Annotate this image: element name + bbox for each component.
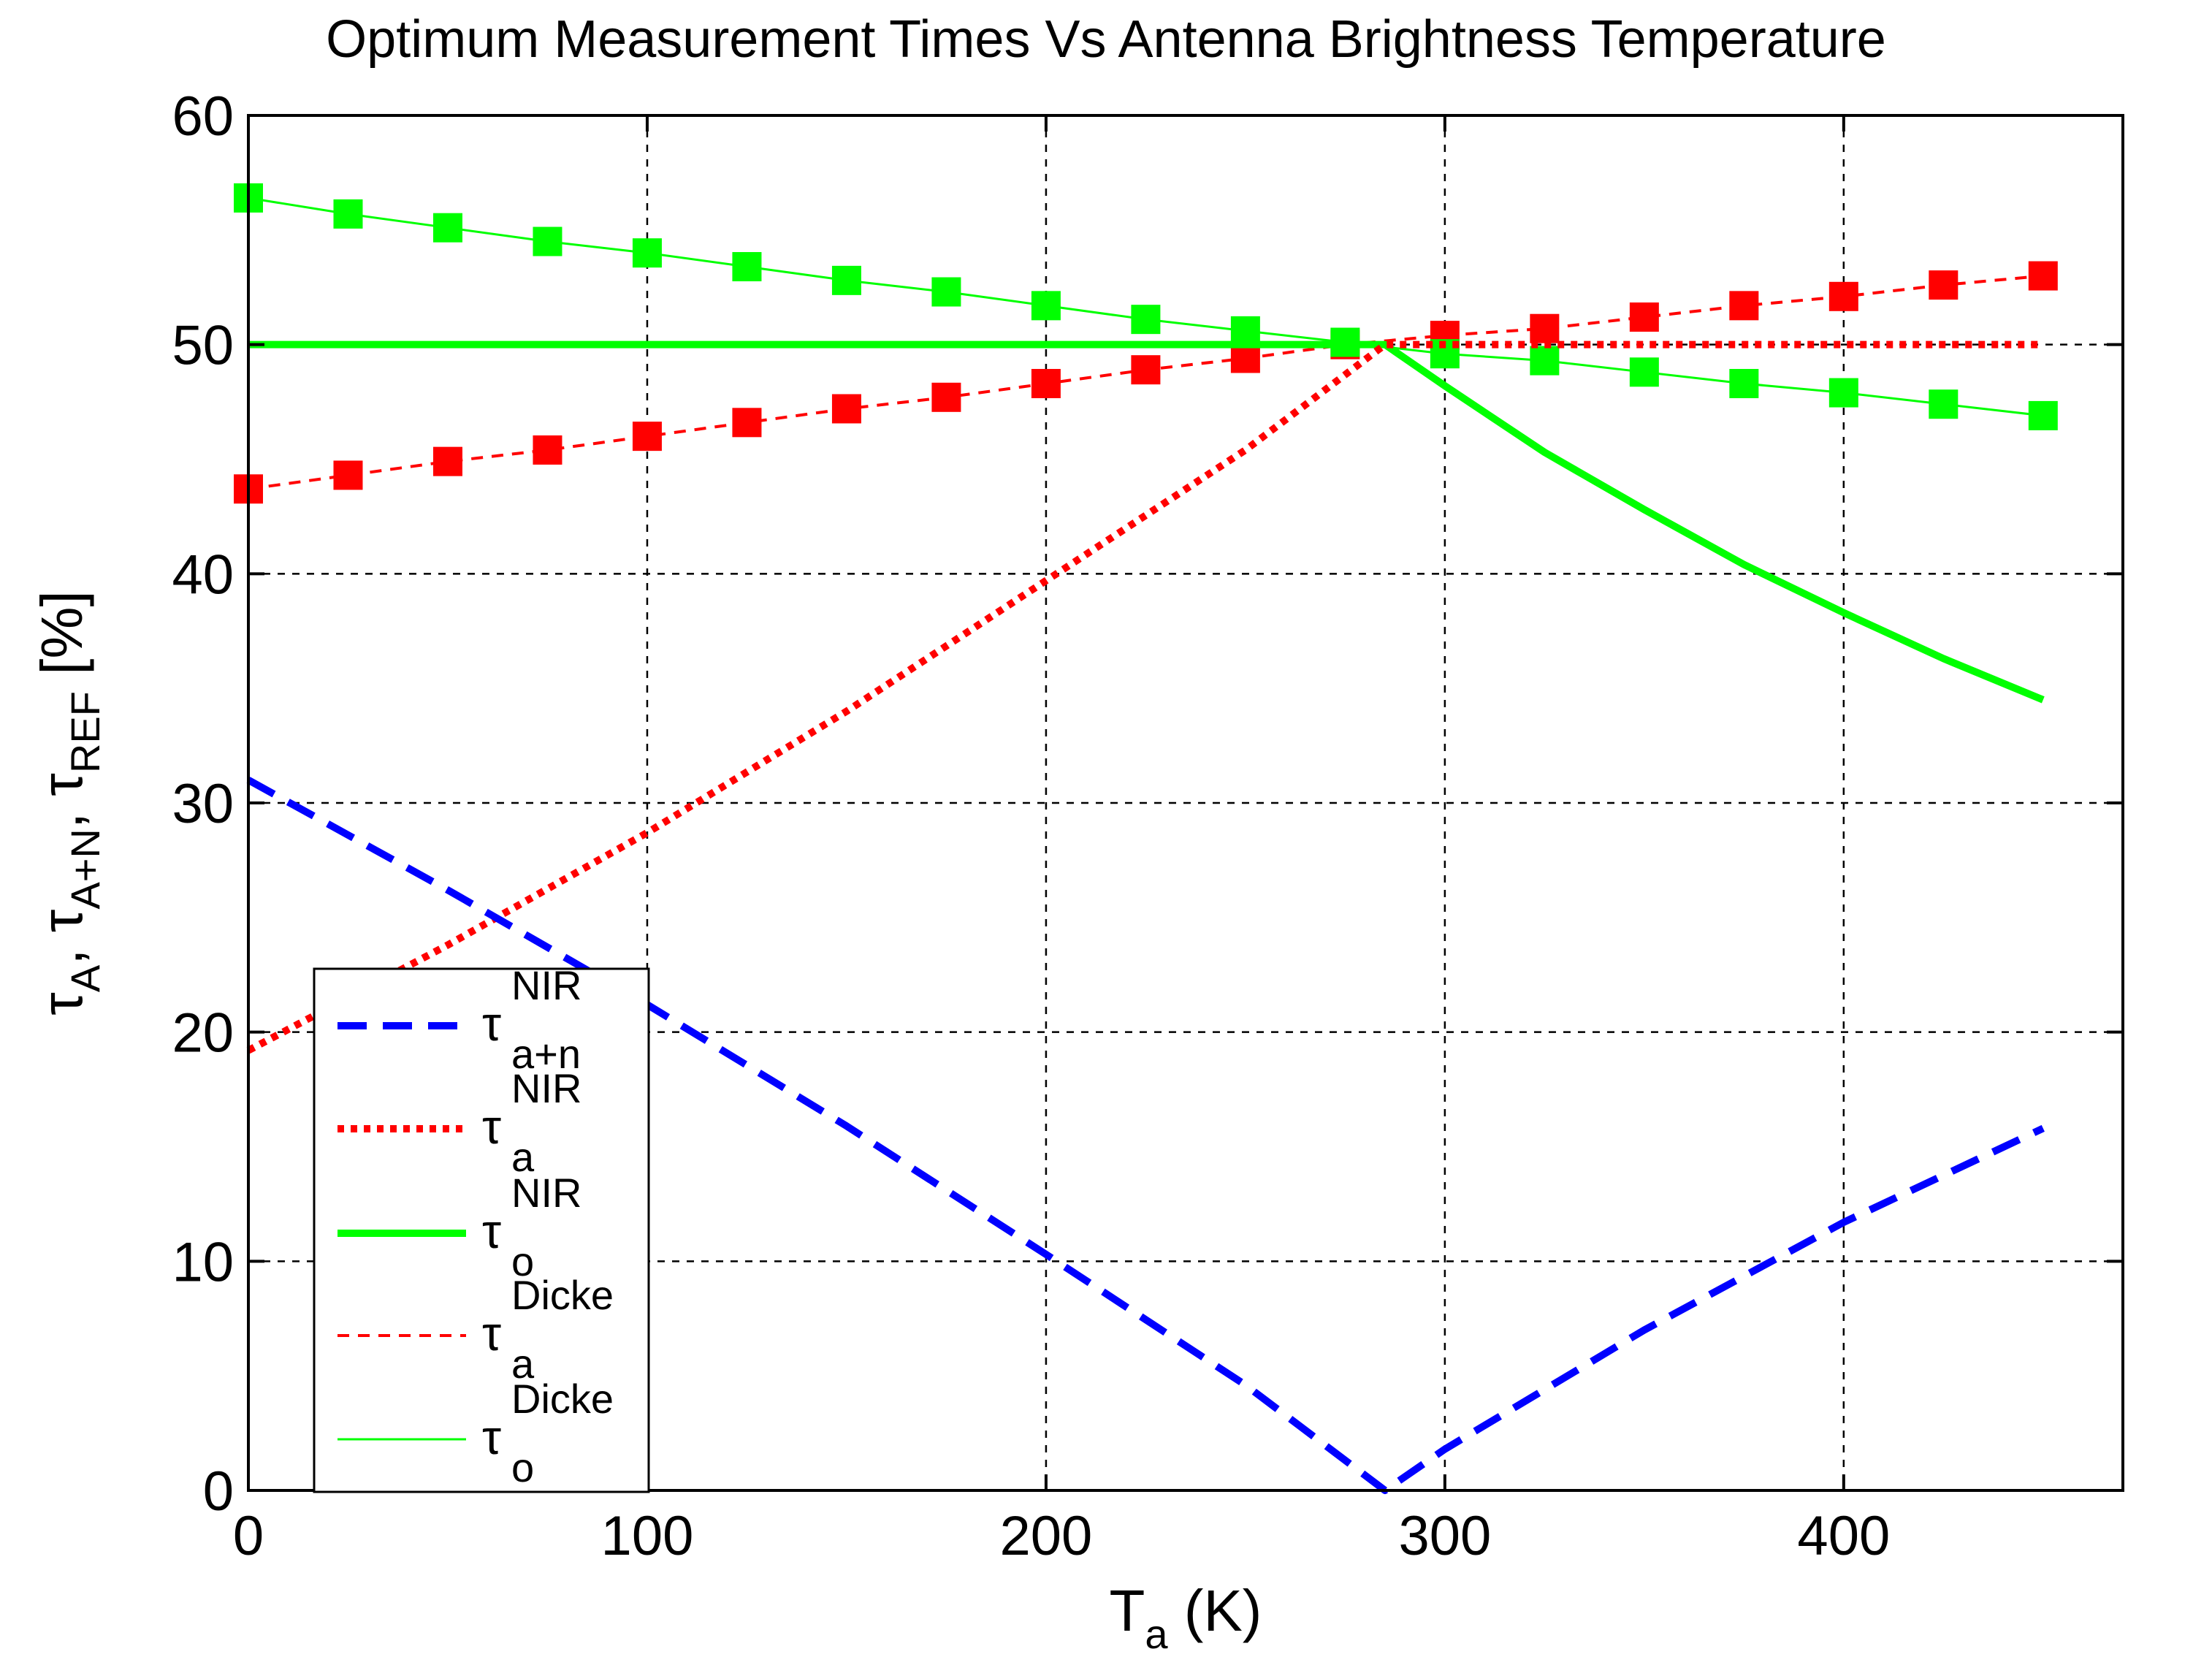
- legend-tau: τ: [482, 1204, 501, 1258]
- data-point-marker: [533, 435, 562, 465]
- data-point-marker: [632, 238, 662, 268]
- legend-tau: τ: [482, 997, 501, 1051]
- legend-superscript: NIR: [511, 962, 581, 1008]
- series-tau-o-nir: [248, 340, 2045, 704]
- data-point-marker: [1828, 378, 1858, 408]
- data-point-marker: [1131, 355, 1161, 385]
- y-tick-label: 10: [172, 1231, 234, 1293]
- data-point-marker: [533, 226, 562, 256]
- data-point-marker: [732, 408, 762, 438]
- x-tick-label: 300: [1398, 1505, 1491, 1567]
- x-axis-label: Ta (K): [1110, 1578, 1262, 1657]
- y-axis-label-separator: ,: [29, 932, 94, 964]
- data-point-marker: [831, 265, 861, 295]
- y-tick-label: 60: [172, 85, 234, 148]
- legend-subscript: a: [511, 1134, 535, 1180]
- x-axis-label-base: T: [1110, 1578, 1145, 1643]
- data-point-marker: [333, 199, 363, 229]
- legend-subscript: a+n: [511, 1031, 581, 1077]
- y-tick-label: 40: [172, 544, 234, 606]
- y-tick-label: 0: [203, 1460, 234, 1523]
- x-tick-label: 0: [233, 1505, 264, 1567]
- legend-subscript: o: [511, 1238, 534, 1284]
- legend-subscript: a: [511, 1341, 535, 1387]
- chart-title: Optimum Measurement Times Vs Antenna Bri…: [326, 10, 1886, 69]
- data-point-marker: [1530, 346, 1560, 376]
- y-axis-label-subscript: A: [62, 964, 108, 992]
- series-layer: [234, 183, 2058, 1494]
- data-point-marker: [632, 422, 662, 452]
- data-point-marker: [1729, 368, 1759, 398]
- y-axis-label-tau: τ: [29, 910, 94, 933]
- x-tick-label: 400: [1797, 1505, 1890, 1567]
- data-point-marker: [1828, 281, 1858, 311]
- data-point-marker: [931, 277, 961, 307]
- x-axis-label-unit: (K): [1168, 1578, 1262, 1643]
- data-point-marker: [1929, 270, 1959, 300]
- x-tick-label: 200: [1000, 1505, 1093, 1567]
- legend-tau: τ: [482, 1410, 501, 1464]
- data-point-marker: [1131, 305, 1161, 335]
- y-axis-label-subscript: REF: [62, 691, 108, 773]
- y-axis-label-separator: [%]: [29, 590, 94, 691]
- data-point-marker: [1230, 316, 1260, 346]
- y-axis-label-subscript: A+N: [62, 829, 108, 910]
- y-axis-label-separator: ,: [29, 796, 94, 829]
- data-point-marker: [1031, 368, 1061, 398]
- legend-superscript: NIR: [511, 1065, 581, 1111]
- legend-superscript: NIR: [511, 1170, 581, 1216]
- axis-ticks: 0 100 200 300 400 0 10 20 30 40 50 60: [172, 85, 2123, 1567]
- series-line: [246, 777, 2045, 1494]
- data-point-marker: [2028, 400, 2058, 430]
- data-point-marker: [931, 382, 961, 412]
- data-point-marker: [2028, 261, 2058, 291]
- y-axis-label: τA, τA+N, τREF [%]: [29, 590, 108, 1015]
- series-tau-a-n-nir: [246, 777, 2045, 1494]
- data-point-marker: [432, 213, 462, 243]
- y-axis-label-text: τA, τA+N, τREF [%]: [29, 590, 108, 1015]
- y-axis-label-tau: τ: [29, 773, 94, 796]
- data-point-marker: [1031, 291, 1061, 321]
- data-point-marker: [1729, 291, 1759, 321]
- y-axis-label-tau: τ: [29, 992, 94, 1016]
- data-point-marker: [732, 252, 762, 282]
- data-point-marker: [1230, 343, 1260, 373]
- y-tick-label: 30: [172, 773, 234, 835]
- x-tick-label: 100: [601, 1505, 694, 1567]
- data-point-marker: [1629, 357, 1659, 387]
- data-point-marker: [1929, 389, 1959, 419]
- legend-superscript: Dicke: [511, 1376, 614, 1422]
- legend-tau: τ: [482, 1100, 501, 1154]
- data-point-marker: [1530, 313, 1560, 343]
- legend-tau: τ: [482, 1306, 501, 1360]
- data-point-marker: [432, 446, 462, 476]
- y-tick-label: 50: [172, 315, 234, 377]
- y-tick-label: 20: [172, 1002, 234, 1064]
- legend-subscript: o: [511, 1444, 534, 1490]
- series-line: [248, 340, 2045, 704]
- series-tau-o-dicke: [234, 183, 2058, 430]
- data-point-marker: [831, 394, 861, 424]
- legend-superscript: Dicke: [511, 1272, 614, 1318]
- x-axis-label-text: Ta (K): [1110, 1578, 1262, 1657]
- x-axis-label-subscript: a: [1145, 1611, 1168, 1657]
- data-point-marker: [333, 460, 363, 490]
- data-point-marker: [1629, 302, 1659, 332]
